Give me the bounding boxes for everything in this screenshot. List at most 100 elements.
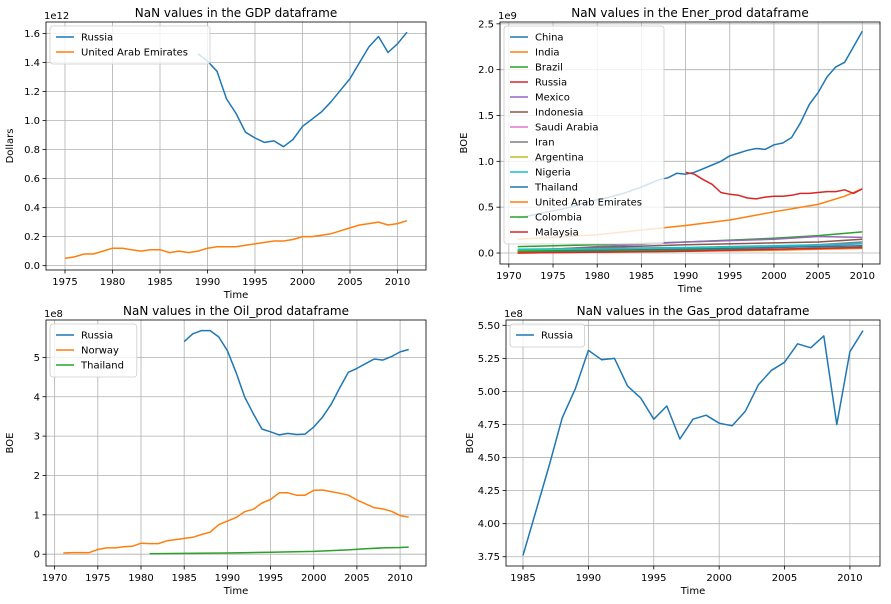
x-axis-label: Time	[677, 284, 702, 295]
legend-box	[503, 25, 665, 245]
legend-label: United Arab Emirates	[535, 198, 642, 209]
x-tick-label: 2000	[301, 573, 326, 584]
y-tick-label: 4.50	[478, 453, 500, 464]
y-tick-label: 5	[34, 353, 40, 364]
y-tick-label: 0.8	[24, 145, 40, 156]
x-tick-label: 1990	[215, 573, 240, 584]
subplot-4: 1985 1990 1995 2000 2005 2010 3.75 4.00 4.25 4.50…	[465, 304, 881, 597]
legend-label: Malaysia	[535, 228, 579, 239]
y-tick-label: 5.50	[478, 321, 500, 332]
legend-label: Thailand	[534, 183, 578, 194]
y-tick-label: 0.0	[24, 261, 40, 272]
x-tick-label: 1980	[128, 573, 153, 584]
y-tick-label: 1.0	[478, 157, 494, 168]
legend: Russia	[509, 323, 585, 348]
x-tick-label: 2010	[850, 271, 875, 282]
axis-offset-text: 1e12	[44, 11, 69, 22]
legend-label: China	[535, 33, 564, 44]
series-line-malaysia	[517, 246, 863, 254]
legend: Russia United Arab Emirates	[49, 25, 211, 65]
y-tick-label: 1.6	[24, 29, 40, 40]
subplot-1: 1975 1980 1985 1990 1995 2000 2005 2010 0.0 0.2 0.…	[5, 6, 427, 301]
legend-label: Mexico	[535, 93, 570, 104]
x-tick-label: 1975	[52, 277, 77, 288]
y-tick-label: 3.75	[478, 552, 500, 563]
y-tick-label: 1.5	[478, 111, 494, 122]
legend-label: Russia	[535, 78, 567, 89]
y-tick-label: 5.00	[478, 387, 500, 398]
legend-label: Colombia	[535, 213, 582, 224]
x-tick-label: 2005	[337, 277, 362, 288]
series-line-nigeria	[517, 243, 863, 251]
x-tick-label: 2000	[290, 277, 315, 288]
y-tick-label: 4.25	[478, 486, 500, 497]
series-line-russia	[183, 329, 409, 436]
y-axis-label: Dollars	[5, 129, 16, 164]
axes-frame	[505, 319, 881, 567]
legend-label: Argentina	[535, 153, 584, 164]
legend-box	[509, 323, 585, 348]
x-tick-label: 2010	[387, 573, 412, 584]
y-axis-label: BOE	[5, 433, 16, 454]
series-line-united-arab-emirates	[64, 219, 408, 260]
chart-title: NaN values in the GDP dataframe	[135, 6, 337, 20]
chart-title: NaN values in the Oil_prod dataframe	[123, 304, 349, 318]
axis-offset-text: 1e9	[498, 11, 517, 22]
legend: China India Brazil Russia Mexico Indonesia Sau…	[503, 25, 665, 245]
x-tick-label: 2005	[344, 573, 369, 584]
legend-label: Brazil	[535, 63, 563, 74]
x-tick-label: 1985	[510, 573, 535, 584]
legend-box	[49, 25, 211, 65]
y-tick-label: 0.0	[478, 249, 494, 260]
x-axis-label: Time	[680, 586, 705, 597]
x-tick-label: 2010	[385, 277, 410, 288]
x-tick-label: 1995	[242, 277, 267, 288]
legend-label: Thailand	[80, 361, 124, 372]
x-tick-label: 1980	[584, 271, 609, 282]
axis-offset-text: 1e8	[504, 309, 523, 320]
x-tick-label: 1985	[147, 277, 172, 288]
y-tick-label: 1.4	[24, 58, 40, 69]
subplot-2: 1970 1975 1980 1985 1990 1995 2000 2005 2010 0.0 0…	[459, 6, 881, 295]
x-tick-label: 1995	[641, 573, 666, 584]
legend-label: Indonesia	[535, 108, 583, 119]
y-tick-label: 2.0	[478, 65, 494, 76]
legend-box	[49, 323, 138, 378]
series-line-thailand	[149, 546, 409, 555]
y-tick-label: 4	[34, 392, 40, 403]
x-tick-label: 2005	[772, 573, 797, 584]
y-tick-label: 0.5	[478, 203, 494, 214]
y-tick-label: 4.75	[478, 420, 500, 431]
legend-label: Saudi Arabia	[535, 123, 598, 134]
legend-label: Iran	[535, 138, 555, 149]
x-tick-label: 1970	[42, 573, 67, 584]
legend-label: Russia	[81, 33, 113, 44]
x-axis-label: Time	[223, 290, 248, 301]
axes-frame	[45, 319, 427, 567]
x-tick-label: 1995	[717, 271, 742, 282]
chart-title: NaN values in the Gas_prod dataframe	[577, 304, 810, 318]
axes-frame	[499, 21, 881, 265]
y-tick-label: 3	[34, 432, 40, 443]
y-tick-label: 1.0	[24, 116, 40, 127]
x-tick-label: 1995	[258, 573, 283, 584]
x-tick-label: 2010	[837, 573, 862, 584]
x-tick-label: 1975	[540, 271, 565, 282]
x-tick-label: 1990	[673, 271, 698, 282]
axes-frame	[45, 21, 427, 271]
x-tick-label: 2000	[761, 271, 786, 282]
y-tick-label: 0.2	[24, 232, 40, 243]
y-tick-label: 0.4	[24, 203, 40, 214]
subplot-3: 1970 1975 1980 1985 1990 1995 2000 2005 2010 0 1 2 3…	[5, 304, 427, 597]
x-tick-label: 1975	[85, 573, 110, 584]
y-tick-label: 5.25	[478, 354, 500, 365]
legend-label: Russia	[541, 331, 573, 342]
y-axis-label: BOE	[459, 133, 470, 154]
y-tick-label: 2	[34, 471, 40, 482]
chart-title: NaN values in the Ener_prod dataframe	[571, 6, 808, 20]
legend-label: Norway	[81, 346, 119, 357]
legend: Russia Norway Thailand	[49, 323, 138, 378]
x-axis-label: Time	[223, 586, 248, 597]
series-line-russia	[685, 171, 863, 200]
